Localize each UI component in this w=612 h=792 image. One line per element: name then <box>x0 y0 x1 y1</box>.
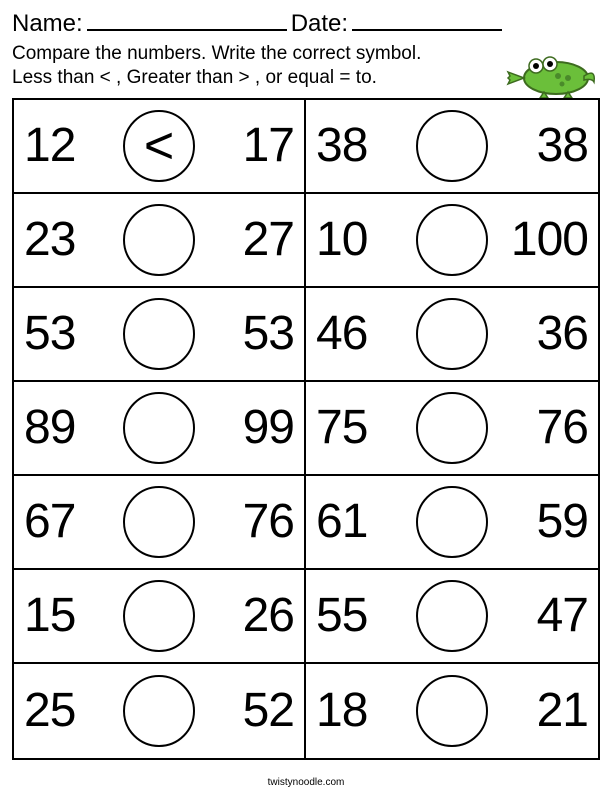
right-number: 59 <box>503 494 588 549</box>
answer-circle[interactable] <box>416 675 488 747</box>
right-number: 52 <box>209 683 294 738</box>
cell: 12 < 17 <box>14 100 304 194</box>
left-number: 89 <box>24 400 109 455</box>
left-number: 61 <box>316 494 401 549</box>
right-number: 36 <box>503 306 588 361</box>
cell: 46 36 <box>306 288 598 382</box>
right-number: 99 <box>209 400 294 455</box>
cell: 23 27 <box>14 194 304 288</box>
answer-circle[interactable] <box>416 580 488 652</box>
cell: 38 38 <box>306 100 598 194</box>
answer-circle[interactable] <box>416 298 488 370</box>
right-number: 17 <box>209 118 294 173</box>
cell: 25 52 <box>14 664 304 758</box>
cell: 67 76 <box>14 476 304 570</box>
left-column: 12 < 17 23 27 53 53 89 99 67 76 15 26 <box>14 100 306 758</box>
answer-circle[interactable]: < <box>123 110 195 182</box>
answer-circle[interactable] <box>123 392 195 464</box>
right-number: 27 <box>209 212 294 267</box>
cell: 61 59 <box>306 476 598 570</box>
left-number: 55 <box>316 588 401 643</box>
right-number: 76 <box>503 400 588 455</box>
name-blank[interactable] <box>87 11 287 31</box>
cell: 75 76 <box>306 382 598 476</box>
left-number: 25 <box>24 683 109 738</box>
left-number: 67 <box>24 494 109 549</box>
answer-circle[interactable] <box>123 298 195 370</box>
left-number: 18 <box>316 683 401 738</box>
alligator-icon <box>506 48 596 98</box>
cell: 10 100 <box>306 194 598 288</box>
answer-circle[interactable] <box>123 486 195 558</box>
left-number: 75 <box>316 400 401 455</box>
left-number: 10 <box>316 212 401 267</box>
answer-circle[interactable] <box>416 486 488 558</box>
cell: 18 21 <box>306 664 598 758</box>
right-column: 38 38 10 100 46 36 75 76 61 59 55 47 <box>306 100 598 758</box>
left-number: 46 <box>316 306 401 361</box>
right-number: 76 <box>209 494 294 549</box>
left-number: 15 <box>24 588 109 643</box>
footer-credit: twistynoodle.com <box>0 777 612 788</box>
right-number: 47 <box>503 588 588 643</box>
cell: 55 47 <box>306 570 598 664</box>
date-label: Date: <box>291 10 348 38</box>
right-number: 26 <box>209 588 294 643</box>
instructions: Compare the numbers. Write the correct s… <box>12 42 600 90</box>
cell: 89 99 <box>14 382 304 476</box>
answer-circle[interactable] <box>416 392 488 464</box>
answer-circle[interactable] <box>416 110 488 182</box>
left-number: 53 <box>24 306 109 361</box>
answer-circle[interactable] <box>123 675 195 747</box>
date-blank[interactable] <box>352 11 502 31</box>
cell: 53 53 <box>14 288 304 382</box>
name-label: Name: <box>12 10 83 38</box>
left-number: 38 <box>316 118 401 173</box>
header-row: Name: Date: <box>12 10 600 38</box>
answer-circle[interactable] <box>123 204 195 276</box>
cell: 15 26 <box>14 570 304 664</box>
left-number: 23 <box>24 212 109 267</box>
right-number: 38 <box>503 118 588 173</box>
right-number: 53 <box>209 306 294 361</box>
left-number: 12 <box>24 118 109 173</box>
answer-circle[interactable] <box>416 204 488 276</box>
right-number: 21 <box>503 683 588 738</box>
comparison-grid: 12 < 17 23 27 53 53 89 99 67 76 15 26 <box>12 98 600 760</box>
answer-circle[interactable] <box>123 580 195 652</box>
right-number: 100 <box>503 212 588 267</box>
